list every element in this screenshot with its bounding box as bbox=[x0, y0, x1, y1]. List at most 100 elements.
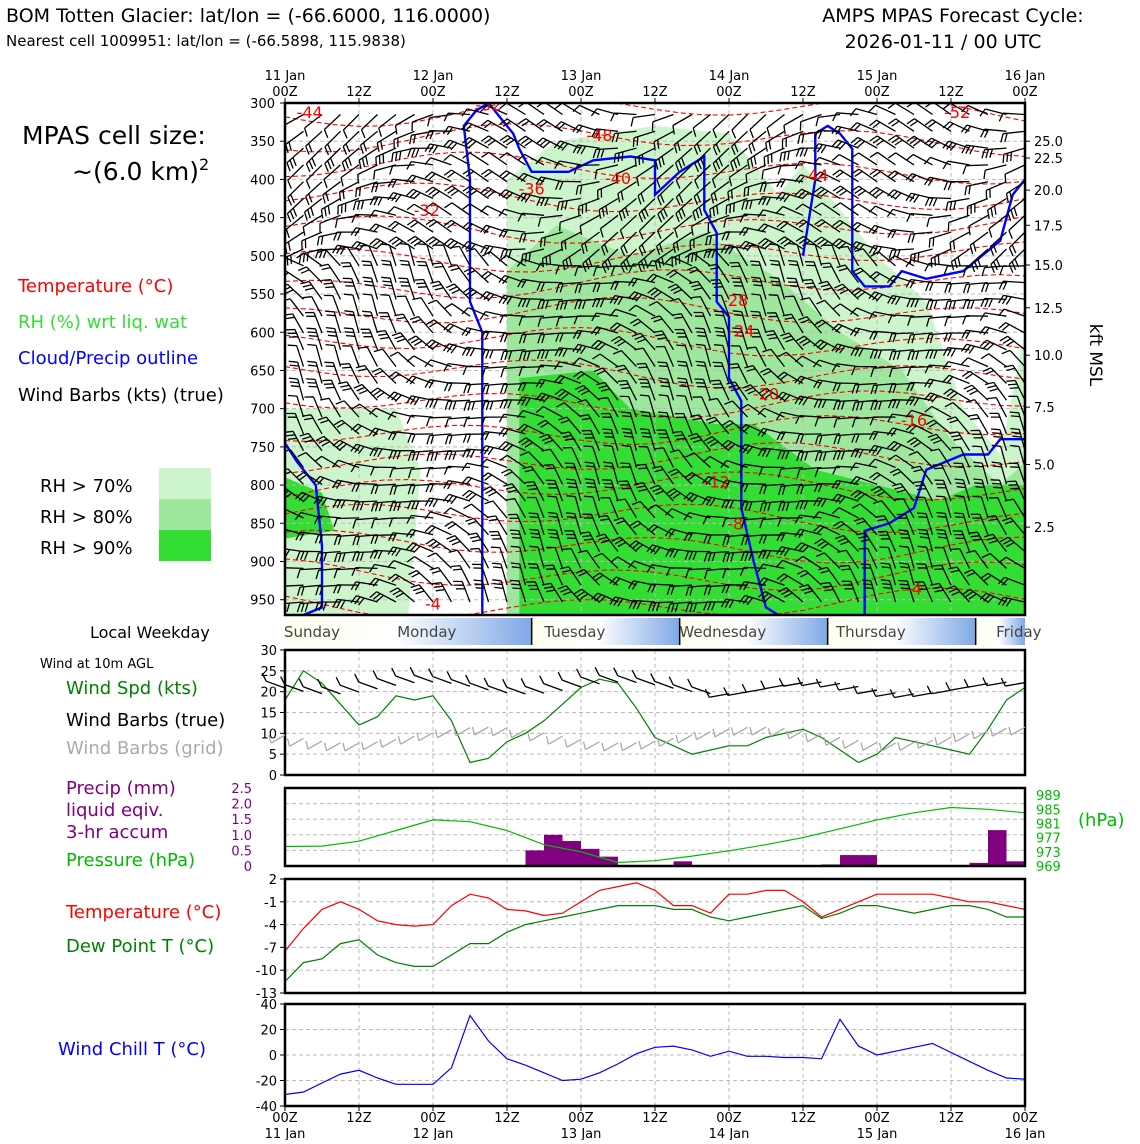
wind-barb-true bbox=[428, 668, 452, 684]
wind-barb bbox=[340, 164, 360, 187]
wind-barb bbox=[616, 498, 638, 519]
wind-barb bbox=[557, 585, 582, 603]
xsec-ytick-label: 850 bbox=[250, 517, 275, 532]
wind-barb bbox=[572, 144, 600, 155]
subtitle-left: Nearest cell 1009951: lat/lon = (-66.589… bbox=[6, 32, 406, 50]
wind-barb bbox=[393, 130, 415, 149]
wind-barb bbox=[710, 379, 730, 401]
wind-barb bbox=[350, 463, 378, 473]
wind-barb bbox=[665, 256, 693, 267]
wind-barb bbox=[285, 315, 286, 317]
wind-barb bbox=[757, 590, 785, 603]
wind-barb bbox=[615, 164, 637, 184]
wind-barb bbox=[982, 367, 1007, 384]
wind-barb bbox=[332, 598, 360, 609]
ytick-label: 0 bbox=[269, 769, 277, 784]
wind-barb bbox=[381, 276, 397, 300]
wind-barb bbox=[818, 566, 841, 586]
wind-barb bbox=[944, 402, 970, 418]
precip-ytick-label: 1.5 bbox=[231, 813, 252, 828]
wind-barb bbox=[555, 265, 581, 275]
wind-barb bbox=[693, 181, 711, 206]
wind-barb bbox=[794, 514, 822, 524]
wind-barb bbox=[522, 465, 545, 485]
wind-barb bbox=[637, 248, 656, 273]
wind-barb bbox=[461, 346, 489, 357]
wind-barb bbox=[631, 332, 656, 351]
wind-barb bbox=[369, 407, 397, 418]
wind-barb bbox=[730, 147, 748, 172]
wind-barb bbox=[705, 416, 730, 435]
wind-barb bbox=[887, 228, 915, 239]
wind-barb bbox=[695, 327, 712, 350]
wind-barb bbox=[338, 246, 360, 267]
wind-barb bbox=[942, 374, 970, 385]
isotherm-line bbox=[285, 103, 1025, 127]
wind-barb bbox=[832, 219, 859, 233]
wind-barb bbox=[484, 500, 508, 519]
wind-barb bbox=[387, 546, 415, 557]
wind-barb bbox=[462, 185, 489, 200]
wind-barb bbox=[837, 549, 860, 569]
cloud-outline bbox=[863, 438, 1025, 615]
wind-barb bbox=[868, 271, 896, 284]
wind-barb-true bbox=[594, 667, 619, 683]
wind-barb bbox=[630, 113, 656, 127]
wind-barb bbox=[424, 497, 452, 508]
wind-barb bbox=[528, 512, 545, 535]
wind-barb bbox=[480, 205, 508, 216]
wind-barb bbox=[324, 361, 342, 384]
wind-barb bbox=[285, 283, 304, 300]
wind-barb bbox=[934, 479, 952, 502]
wind-barb bbox=[943, 388, 970, 401]
wind-barb bbox=[943, 265, 970, 275]
precip-ytick-label: 0.5 bbox=[231, 844, 252, 859]
wind-barb bbox=[539, 433, 563, 452]
wind-barb bbox=[498, 254, 526, 267]
wind-barb bbox=[794, 528, 822, 538]
wind-barb bbox=[694, 147, 711, 173]
wind-barb bbox=[740, 403, 767, 418]
ytick-label: 10 bbox=[260, 727, 277, 742]
wind-barb bbox=[406, 542, 434, 554]
ytick-label: -4 bbox=[264, 919, 277, 934]
wind-barb-true bbox=[317, 678, 341, 695]
wind-barb bbox=[305, 147, 323, 173]
wind-barb bbox=[656, 164, 674, 189]
wind-barb bbox=[535, 406, 563, 418]
wind-barb bbox=[701, 475, 730, 486]
wind-barb bbox=[728, 164, 748, 187]
wind-barb bbox=[757, 407, 785, 418]
wind-barb bbox=[572, 104, 600, 116]
isotherm-line bbox=[285, 269, 1025, 299]
wind-barb bbox=[285, 517, 286, 518]
wind-barb bbox=[1003, 364, 1025, 384]
wind-barb bbox=[340, 261, 360, 283]
wind-barb bbox=[332, 499, 360, 509]
wind-barb bbox=[391, 332, 416, 351]
wind-barb bbox=[812, 511, 841, 520]
wind-barb bbox=[669, 297, 693, 317]
wind-barb bbox=[796, 466, 822, 479]
wind-barb bbox=[315, 567, 341, 580]
wind-barb bbox=[820, 581, 841, 603]
wind-barb bbox=[537, 298, 563, 310]
wind-barb bbox=[621, 411, 638, 435]
wind-barb bbox=[838, 245, 860, 267]
local-weekday-label: Local Weekday bbox=[90, 623, 210, 642]
wind-barb bbox=[646, 544, 674, 555]
wind-barb bbox=[591, 592, 619, 604]
xsec-ytick-label: 550 bbox=[250, 288, 275, 303]
ytick-label: -7 bbox=[264, 941, 277, 956]
wind-barb bbox=[658, 377, 675, 401]
wind-barb bbox=[775, 391, 804, 403]
wind-barb bbox=[579, 414, 601, 435]
wind-barb bbox=[764, 330, 786, 351]
wind-barb bbox=[500, 349, 526, 361]
wind-barb bbox=[969, 231, 989, 255]
wind-barb bbox=[498, 189, 526, 200]
wind-barb bbox=[777, 500, 804, 512]
wind-barb bbox=[778, 351, 804, 368]
wind-barb bbox=[407, 433, 434, 443]
wind-barb bbox=[553, 140, 582, 151]
